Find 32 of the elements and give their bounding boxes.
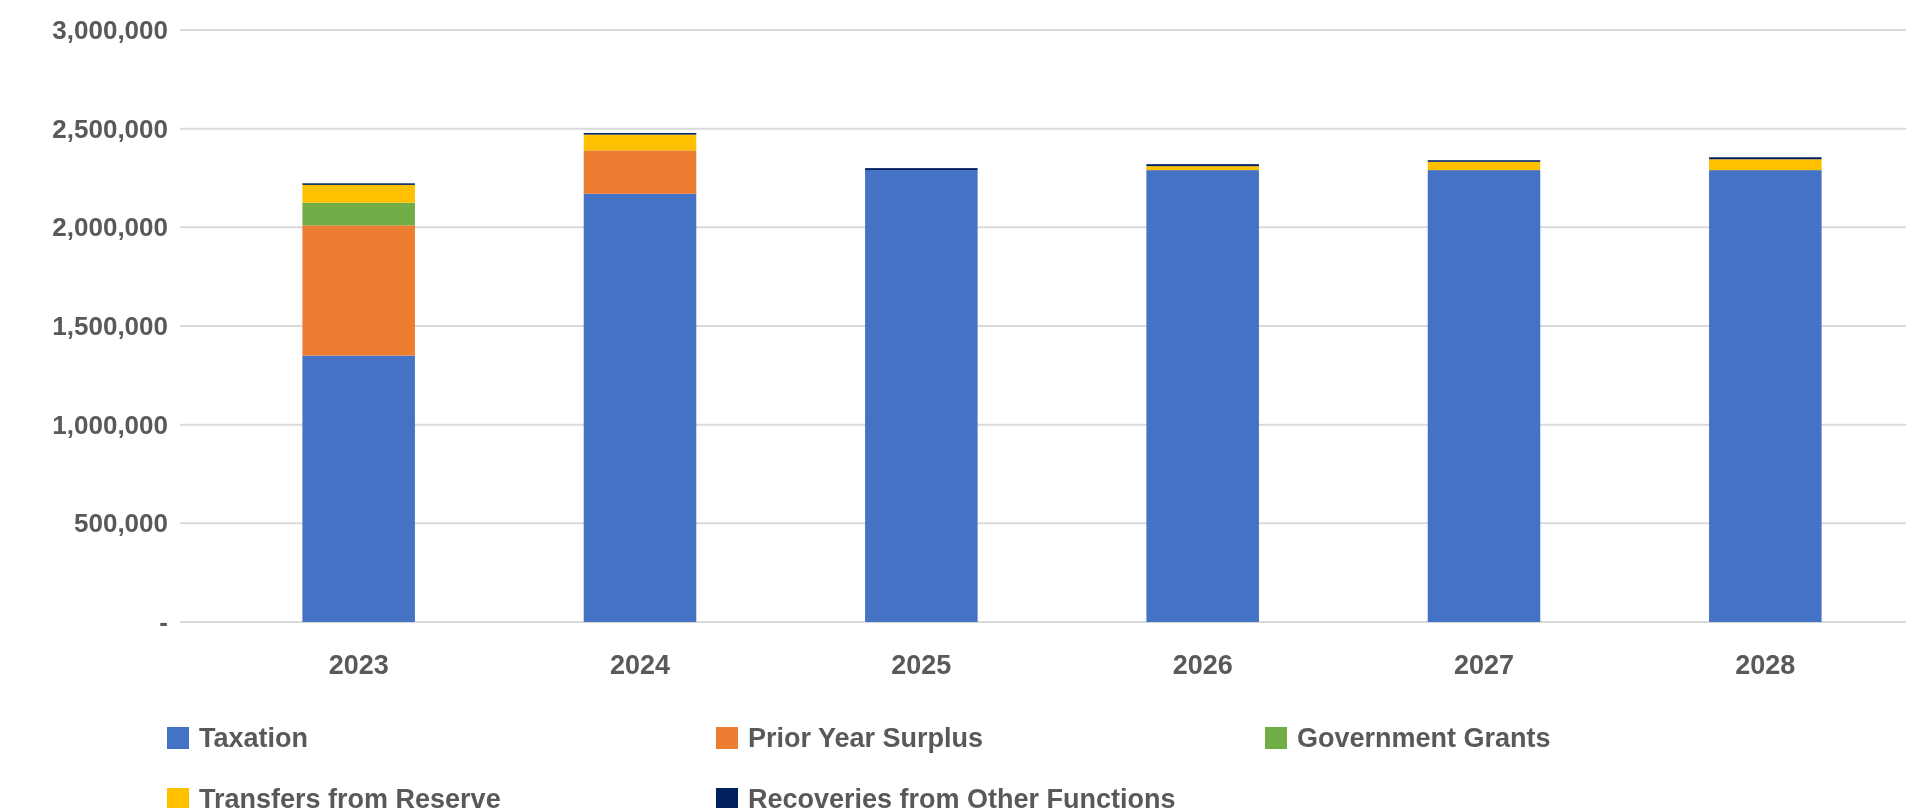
bar [865, 170, 978, 622]
bar [302, 225, 415, 356]
legend-label: Taxation [199, 723, 309, 754]
x-tick-label: 2025 [891, 650, 952, 680]
bar [1146, 170, 1259, 622]
bar [302, 202, 415, 226]
y-tick-label: 500,000 [74, 508, 168, 539]
legend-label: Transfers from Reserve [199, 784, 501, 812]
legend-label: Recoveries from Other Functions [748, 784, 1176, 812]
bar [302, 184, 415, 203]
bar [302, 355, 415, 622]
bar [1427, 161, 1541, 171]
bar [583, 134, 697, 151]
y-tick-label: 1,500,000 [52, 311, 168, 342]
y-tick-label: 2,000,000 [52, 212, 168, 243]
legend-label: Government Grants [1297, 723, 1551, 754]
y-tick-label: 3,000,000 [52, 15, 168, 46]
bar [1709, 159, 1822, 171]
x-tick-label: 2023 [328, 650, 389, 680]
bar [583, 193, 697, 622]
legend-label: Prior Year Surplus [748, 723, 984, 754]
bar [1709, 170, 1822, 622]
bar [1427, 170, 1541, 622]
bar [583, 150, 697, 194]
bar [1146, 166, 1259, 171]
x-tick-label: 2028 [1735, 650, 1796, 680]
x-tick-label: 2027 [1453, 650, 1515, 680]
x-tick-label: 2024 [609, 650, 671, 680]
y-tick-label: 1,000,000 [52, 409, 168, 440]
x-tick-label: 2026 [1172, 650, 1233, 680]
y-tick-label: 2,500,000 [52, 113, 168, 144]
y-tick-label: - [159, 607, 168, 638]
